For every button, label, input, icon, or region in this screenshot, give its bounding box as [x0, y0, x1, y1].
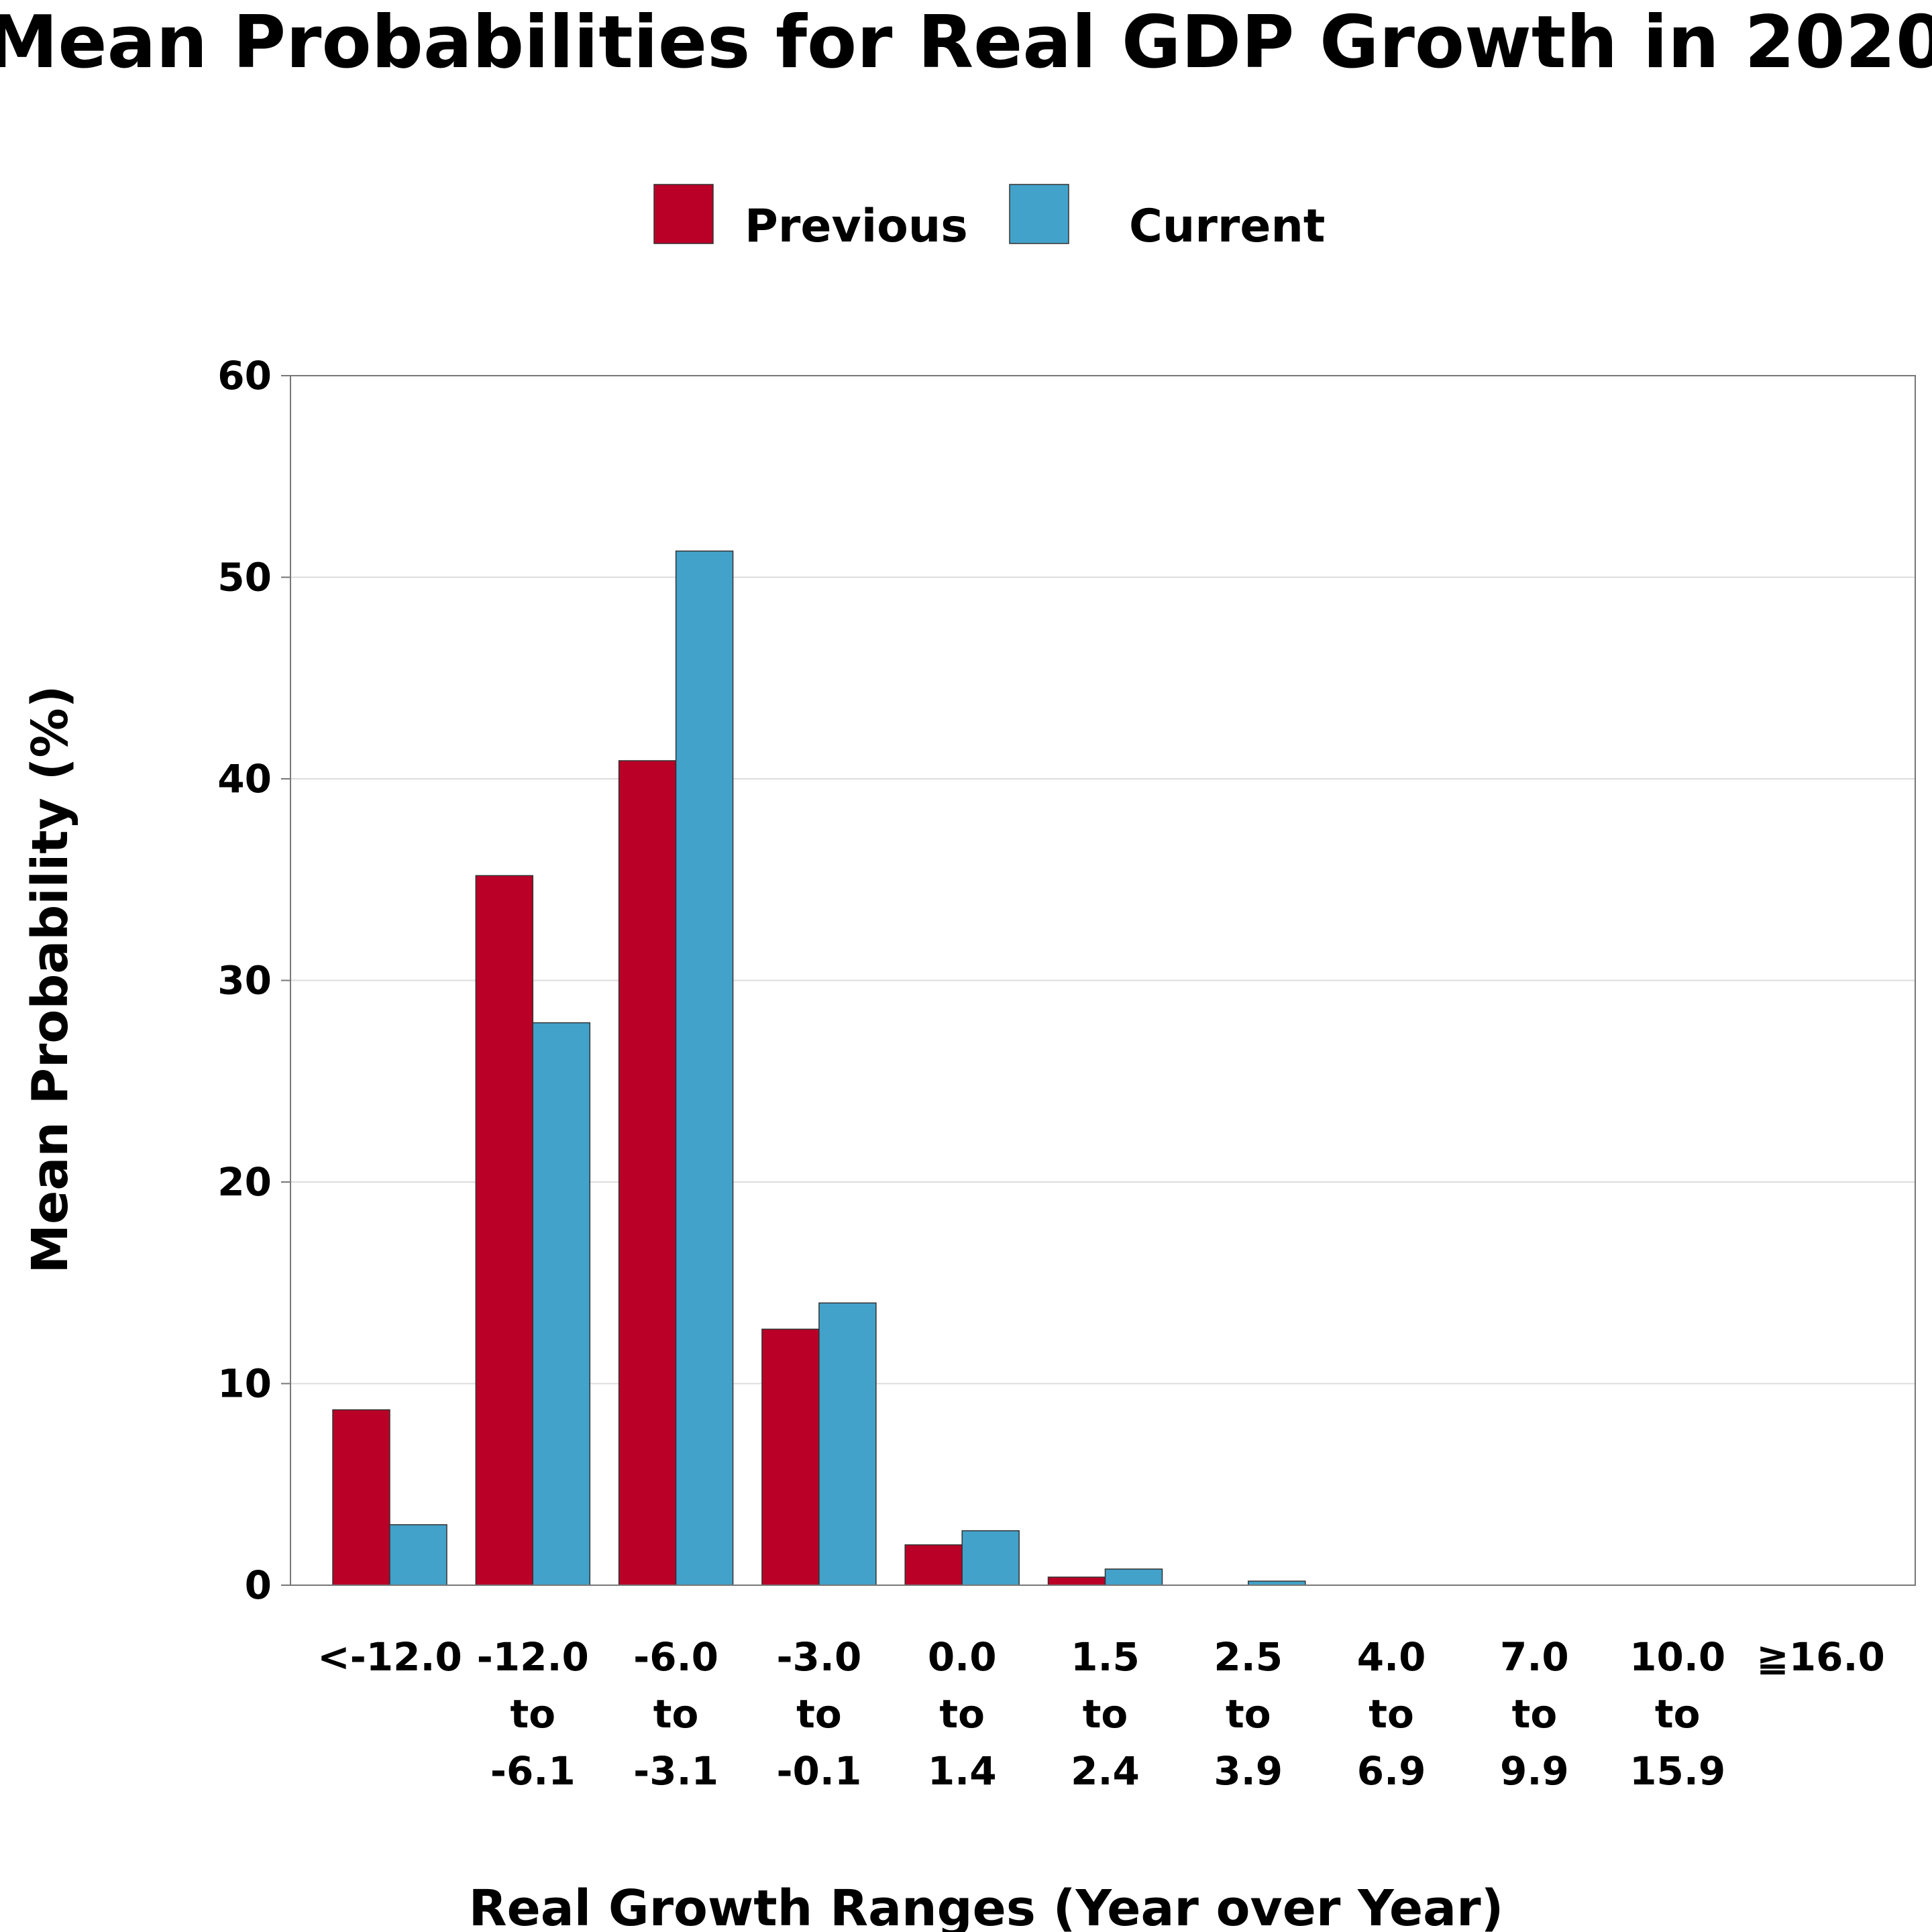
- x-tick-label: -6.1: [490, 1748, 576, 1794]
- y-tick-label: 60: [217, 353, 272, 398]
- y-tick-label: 50: [217, 555, 272, 600]
- y-tick-label: 30: [217, 958, 272, 1004]
- bars: [332, 550, 1306, 1586]
- x-tick-label: 3.9: [1214, 1748, 1283, 1794]
- x-tick-label: -12.0: [477, 1634, 589, 1680]
- legend-label-current: Current: [1129, 200, 1325, 253]
- x-axis-label: Real Growth Ranges (Year over Year): [469, 1880, 1504, 1932]
- bar-previous: [618, 760, 677, 1586]
- bar-current: [961, 1530, 1020, 1586]
- bar-current: [1104, 1568, 1163, 1586]
- bar-current: [818, 1302, 877, 1586]
- y-tick-label: 0: [245, 1562, 272, 1608]
- x-tick-label: 9.9: [1500, 1748, 1569, 1794]
- x-tick-label: to: [796, 1691, 842, 1737]
- x-tick-label: to: [1655, 1691, 1701, 1737]
- x-tick-label: <-12.0: [317, 1634, 462, 1680]
- legend-swatch-current: [1009, 184, 1069, 244]
- y-axis-ticks: 0 10 20 30 40 50 60: [217, 353, 290, 1608]
- x-tick-label: 2.4: [1071, 1748, 1140, 1794]
- bar-previous: [761, 1328, 820, 1586]
- y-tick-label: 10: [217, 1361, 272, 1407]
- x-tick-label: to: [1512, 1691, 1558, 1737]
- bar-current: [675, 550, 734, 1586]
- x-tick-label: 10.0: [1629, 1634, 1725, 1680]
- x-tick-label: 6.9: [1357, 1748, 1426, 1794]
- x-tick-label: 4.0: [1357, 1634, 1426, 1680]
- x-tick-label: to: [653, 1691, 699, 1737]
- x-tick-label: to: [1368, 1691, 1414, 1737]
- y-axis-label: Mean Probability (%): [21, 686, 79, 1274]
- chart-title: Mean Probabilities for Real GDP Growth i…: [0, 1, 1932, 85]
- x-tick-label: -3.1: [633, 1748, 718, 1794]
- bar-previous: [332, 1409, 390, 1586]
- x-tick-label: -6.0: [633, 1634, 718, 1680]
- x-tick-label: to: [939, 1691, 985, 1737]
- x-tick-label: 0.0: [928, 1634, 997, 1680]
- legend-label-previous: Previous: [745, 200, 968, 253]
- y-tick-label: 40: [217, 756, 272, 802]
- legend: Previous Current: [653, 184, 1325, 253]
- x-tick-label: to: [1226, 1691, 1271, 1737]
- legend-swatch-previous: [653, 184, 714, 244]
- x-tick-label: 7.0: [1500, 1634, 1569, 1680]
- x-tick-label: 15.9: [1629, 1748, 1725, 1794]
- bar-previous: [475, 875, 534, 1586]
- x-tick-label: 2.5: [1214, 1634, 1283, 1680]
- bar-previous: [1047, 1576, 1106, 1586]
- y-tick-label: 20: [217, 1159, 272, 1205]
- x-tick-label: 1.5: [1071, 1634, 1140, 1680]
- x-tick-label: -3.0: [776, 1634, 861, 1680]
- bar-current: [389, 1524, 447, 1586]
- x-tick-label: ≧16.0: [1756, 1634, 1885, 1680]
- x-tick-label: to: [511, 1691, 556, 1737]
- bar-previous: [904, 1544, 963, 1586]
- x-tick-label: -0.1: [776, 1748, 861, 1794]
- x-axis-ticks: <-12.0 -12.0 to -6.1 -6.0 to -3.1 -3.0 to -0.1 0.0…: [317, 1634, 1885, 1794]
- bar-current: [532, 1022, 591, 1586]
- x-tick-label: 1.4: [928, 1748, 997, 1794]
- x-tick-label: to: [1083, 1691, 1128, 1737]
